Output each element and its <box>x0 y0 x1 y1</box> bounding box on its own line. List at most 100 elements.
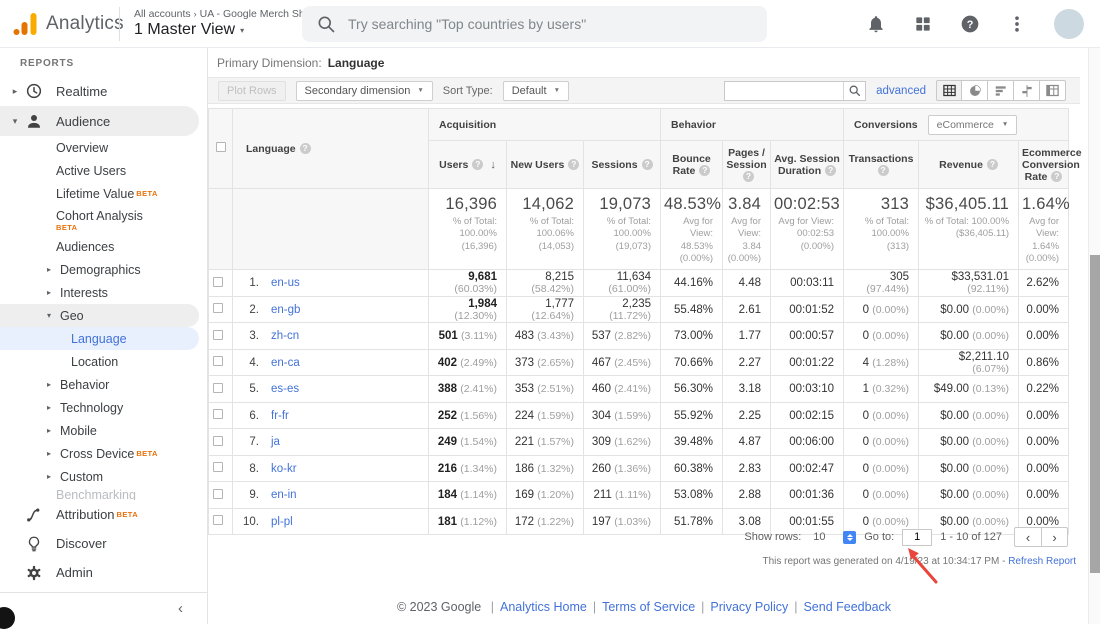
row-checkbox[interactable] <box>213 276 223 287</box>
column-header-new-users[interactable]: New Users? <box>506 140 584 189</box>
language-link[interactable]: ja <box>271 436 280 449</box>
search-input[interactable] <box>348 15 753 32</box>
breadcrumb[interactable]: All accounts › UA - Google Merch Shop <box>134 8 316 20</box>
column-header-users[interactable]: Users? ↓ <box>428 140 507 189</box>
row-checkbox[interactable] <box>213 356 223 367</box>
chevron-down-icon[interactable]: ▾ <box>12 115 18 126</box>
row-checkbox[interactable] <box>213 462 223 473</box>
column-header-avg-session-duration[interactable]: Avg. Session Duration? <box>770 140 845 189</box>
pivot-view-button[interactable] <box>1040 80 1066 101</box>
next-page-button[interactable]: › <box>1041 527 1068 547</box>
column-header-transactions[interactable]: Transactions? <box>843 140 920 189</box>
scrollbar-thumb[interactable] <box>1090 255 1100 573</box>
goto-page-input[interactable] <box>902 528 933 546</box>
performance-view-button[interactable] <box>988 80 1014 101</box>
refresh-report-link[interactable]: Refresh Report <box>1008 556 1076 567</box>
show-rows-select[interactable]: 10 <box>809 530 857 544</box>
help-icon[interactable]: ? <box>1051 170 1063 182</box>
sidebar-item-interests[interactable]: ▸ Interests <box>47 285 108 300</box>
sidebar-item-demographics[interactable]: ▸ Demographics <box>47 262 141 277</box>
notifications-bell-icon[interactable] <box>866 14 886 34</box>
language-link[interactable]: es-es <box>271 383 300 396</box>
table-view-button[interactable] <box>936 80 962 101</box>
language-link[interactable]: ko-kr <box>271 462 297 475</box>
sidebar-item-active-users[interactable]: Active Users <box>56 163 127 178</box>
help-icon[interactable]: ? <box>877 164 889 176</box>
column-header-bounce-rate[interactable]: Bounce Rate? <box>660 140 724 189</box>
percentage-view-button[interactable] <box>962 80 988 101</box>
sidebar-item-discover[interactable]: Discover <box>0 529 199 558</box>
secondary-dimension-button[interactable]: Secondary dimension ▼ <box>295 80 433 101</box>
column-header-ecommerce-conversion-rate[interactable]: Ecommerce Conversion Rate? <box>1018 140 1082 189</box>
primary-dimension-value-tab[interactable]: Language <box>327 56 385 70</box>
row-checkbox[interactable] <box>213 515 223 526</box>
advanced-filter-link[interactable]: advanced <box>876 84 926 97</box>
language-link[interactable]: en-in <box>271 489 297 502</box>
sidebar-item-cross-device[interactable]: ▸ Cross Device BETA <box>47 446 158 461</box>
help-icon[interactable]: ? <box>299 142 311 154</box>
sidebar-item-realtime[interactable]: ▸ Realtime <box>0 76 199 106</box>
sort-type-dropdown[interactable]: Default ▼ <box>502 80 569 101</box>
language-link[interactable]: zh-cn <box>271 330 300 343</box>
previous-page-button[interactable]: ‹ <box>1014 527 1041 547</box>
sidebar-item-audiences[interactable]: Audiences <box>56 239 115 254</box>
footer-link[interactable]: Terms of Service <box>602 600 696 614</box>
select-all-checkbox[interactable] <box>215 142 226 152</box>
sidebar-item-audience[interactable]: ▾ Audience <box>0 106 199 136</box>
language-link[interactable]: pl-pl <box>271 515 293 528</box>
breadcrumb-accounts[interactable]: All accounts <box>134 8 191 20</box>
footer-link[interactable]: Send Feedback <box>803 600 892 614</box>
row-checkbox[interactable] <box>213 329 223 340</box>
global-search[interactable] <box>302 5 767 42</box>
collapse-sidebar-icon[interactable]: ‹ <box>178 600 183 617</box>
row-checkbox[interactable] <box>213 303 223 314</box>
sidebar-item-lifetime-value[interactable]: Lifetime Value BETA <box>56 186 158 201</box>
sidebar-item-custom[interactable]: ▸ Custom <box>47 469 104 484</box>
sidebar-item-technology[interactable]: ▸ Technology <box>47 400 124 415</box>
view-selector[interactable]: 1 Master View ▾ <box>134 21 302 39</box>
language-link[interactable]: fr-fr <box>271 409 289 422</box>
help-icon[interactable]: ? <box>699 164 711 176</box>
sidebar-item-clipped[interactable]: Benchmarking <box>56 488 136 500</box>
column-header-revenue[interactable]: Revenue? <box>918 140 1020 189</box>
language-link[interactable]: en-us <box>271 277 300 290</box>
sidebar-item-mobile[interactable]: ▸ Mobile <box>47 423 97 438</box>
google-apps-grid-icon[interactable] <box>913 14 933 34</box>
chevron-right-icon[interactable]: ▸ <box>12 85 18 96</box>
plot-rows-button[interactable]: Plot Rows <box>218 80 286 101</box>
show-rows-spinner-icon[interactable] <box>843 530 857 544</box>
help-circle-icon[interactable]: ? <box>960 14 980 34</box>
table-filter-input[interactable] <box>725 82 844 99</box>
breadcrumb-property[interactable]: UA - Google Merch Shop <box>199 8 317 20</box>
sidebar-item-behavior[interactable]: ▸ Behavior <box>47 377 110 392</box>
footer-link[interactable]: Analytics Home <box>499 600 587 614</box>
row-checkbox[interactable] <box>213 382 223 393</box>
help-icon[interactable]: ? <box>986 158 998 170</box>
row-checkbox[interactable] <box>213 435 223 446</box>
filter-search-button[interactable] <box>843 81 865 100</box>
column-header-pages-session[interactable]: Pages / Session? <box>722 140 772 189</box>
sidebar-item-overview[interactable]: Overview <box>56 140 109 155</box>
sidebar-item-attribution[interactable]: Attribution BETA <box>0 500 199 529</box>
comparison-view-button[interactable] <box>1014 80 1040 101</box>
sidebar-item-admin[interactable]: Admin <box>0 558 199 587</box>
help-icon[interactable]: ? <box>568 158 580 170</box>
column-header-language[interactable]: Language? <box>232 108 429 189</box>
help-icon[interactable]: ? <box>743 170 755 182</box>
help-icon[interactable]: ? <box>472 158 484 170</box>
row-checkbox[interactable] <box>213 488 223 499</box>
footer-link[interactable]: Privacy Policy <box>710 600 789 614</box>
language-link[interactable]: en-gb <box>271 303 301 316</box>
column-header-sessions[interactable]: Sessions? <box>582 140 662 189</box>
row-checkbox[interactable] <box>213 409 223 420</box>
user-avatar[interactable] <box>1054 8 1084 39</box>
more-vertical-dots-icon[interactable] <box>1007 14 1027 34</box>
conversions-goal-selector[interactable]: eCommerce ▼ <box>927 114 1018 135</box>
sidebar-item-location[interactable]: Location <box>71 354 119 369</box>
sidebar-item-language[interactable]: Language <box>0 327 199 350</box>
analytics-logo[interactable]: Analytics <box>0 11 124 37</box>
sidebar-item-geo[interactable]: ▾ Geo <box>0 304 199 327</box>
sidebar-item-cohort-analysis[interactable]: Cohort Analysis BETA <box>56 208 143 232</box>
help-icon[interactable]: ? <box>641 158 653 170</box>
language-link[interactable]: en-ca <box>271 356 300 369</box>
